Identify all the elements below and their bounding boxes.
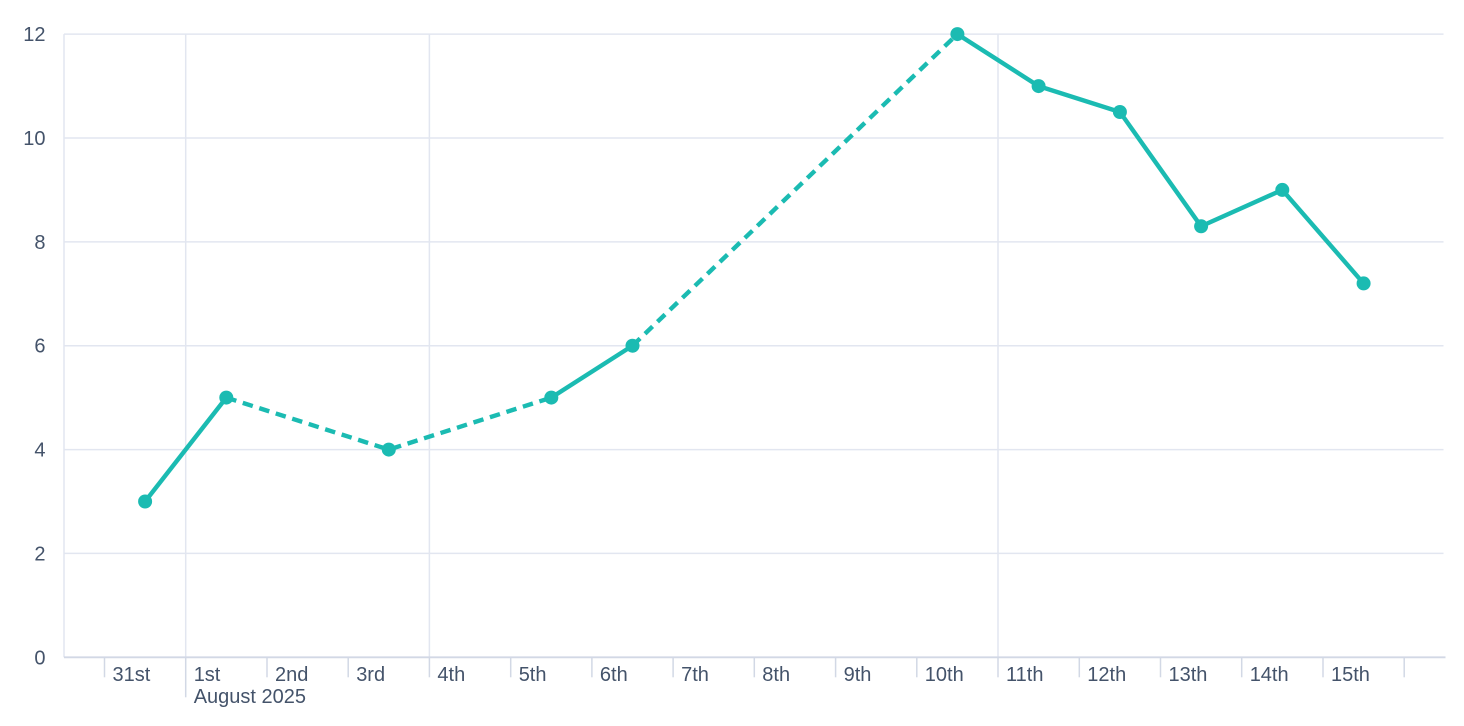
y-axis-label-2: 2 (34, 543, 45, 565)
data-point-14th[interactable] (1275, 182, 1290, 197)
series-segment-dashed (630, 32, 959, 348)
x-axis-label-14th: 14th (1250, 664, 1289, 686)
gridlines (63, 33, 1444, 658)
y-axis-label-6: 6 (34, 336, 45, 358)
x-axis-label-2nd: 2nd (275, 664, 308, 686)
x-axis-label-12th: 12th (1087, 664, 1126, 686)
data-point-10th[interactable] (950, 27, 965, 42)
x-axis-label-31st: 31st (113, 664, 151, 686)
x-axis-label-15th: 15th (1331, 664, 1370, 686)
data-point-6th[interactable] (625, 338, 640, 353)
series-segment-solid (549, 343, 635, 400)
series-segment-dashed (225, 395, 552, 452)
x-axis-label-9th: 9th (844, 664, 872, 686)
x-axis-labels: 31st 1st 2nd 3rd 4th 5th 6th 7th 8th 9th 10th 11th 1… (113, 664, 1370, 708)
data-point-5th[interactable] (544, 390, 559, 405)
data-point-3rd[interactable] (381, 442, 396, 457)
data-points (138, 27, 1371, 509)
data-point-31st[interactable] (138, 494, 153, 509)
x-axis-label-10th: 10th (925, 664, 964, 686)
data-point-15th[interactable] (1356, 276, 1371, 291)
y-axis-label-4: 4 (34, 440, 45, 462)
x-axis-label-5th: 5th (519, 664, 547, 686)
y-axis-label-12: 12 (23, 24, 45, 46)
x-axis-label-4th: 4th (437, 664, 465, 686)
x-axis-label-8th: 8th (762, 664, 790, 686)
series-segment-solid (955, 31, 1366, 286)
data-point-1st[interactable] (219, 390, 234, 405)
x-axis-label-6th: 6th (600, 664, 628, 686)
x-axis-month-label: August 2025 (194, 686, 306, 708)
series-line (142, 31, 1366, 504)
data-point-13th[interactable] (1194, 219, 1209, 234)
x-axis-label-1st: 1st (194, 664, 221, 686)
series-segment-solid (142, 395, 229, 504)
x-axis-label-13th: 13th (1169, 664, 1208, 686)
y-axis-label-8: 8 (34, 232, 45, 254)
x-axis-label-11th: 11th (1006, 664, 1043, 686)
data-point-12th[interactable] (1112, 105, 1127, 119)
x-axis-ticks (103, 657, 1405, 698)
y-axis-label-0: 0 (34, 647, 45, 669)
data-point-11th[interactable] (1031, 79, 1046, 94)
x-axis-label-7th: 7th (681, 664, 709, 686)
y-axis-labels: 0 2 4 6 8 10 12 (23, 24, 45, 669)
x-axis-label-3rd: 3rd (356, 664, 385, 686)
y-axis-label-10: 10 (23, 128, 45, 150)
